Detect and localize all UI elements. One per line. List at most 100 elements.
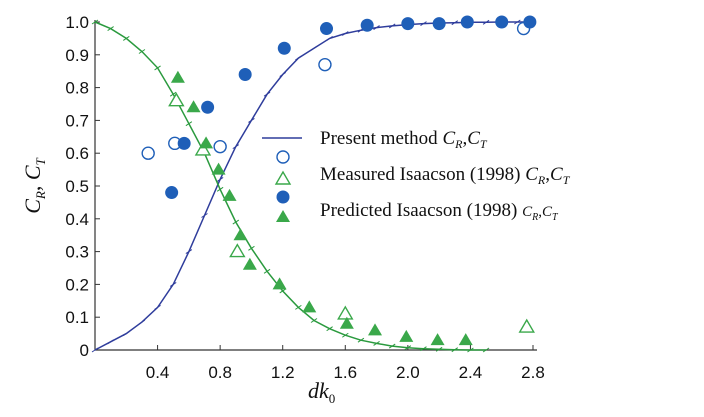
- data-point-filled-circle: [360, 18, 374, 32]
- data-point-filled-triangle: [211, 162, 226, 175]
- legend-var-sub: T: [480, 137, 488, 151]
- line-point-marker: [263, 91, 271, 97]
- y-tick-label: 0.3: [65, 243, 89, 262]
- data-point-open-circle: [213, 139, 227, 154]
- x-axis-title: dk0: [308, 378, 335, 406]
- line-point-marker: [154, 304, 161, 310]
- x-tick-label: 0.4: [146, 363, 170, 382]
- legend-var-sub: R: [454, 137, 463, 151]
- line-point-marker: [420, 21, 427, 27]
- line-point-marker: [326, 35, 333, 41]
- data-point-open-triangle: [194, 141, 212, 156]
- y-tick-label: 0: [80, 341, 89, 360]
- line-point-marker: [201, 213, 208, 218]
- legend-var-sub: T: [552, 212, 559, 223]
- legend-var: C: [522, 204, 533, 220]
- line-point-marker: [310, 45, 318, 51]
- data-point-filled-triangle: [399, 329, 414, 342]
- data-point-filled-triangle: [233, 228, 248, 241]
- line-point-marker: [295, 304, 302, 310]
- data-point-filled-circle: [320, 22, 334, 36]
- legend-var: C: [467, 128, 480, 149]
- data-point-filled-triangle: [170, 70, 185, 83]
- line-point-marker: [388, 23, 396, 29]
- y-axis-title-ct: C: [20, 165, 45, 180]
- series-present-method-c-t: [91, 19, 490, 353]
- y-tick-label: 0.9: [65, 46, 89, 65]
- line-point-marker: [91, 19, 99, 25]
- x-tick-label: 1.2: [271, 363, 295, 382]
- svg-text:Present method CR,CT: Present method CR,CT: [320, 128, 488, 151]
- y-tick-label: 0.7: [65, 111, 89, 130]
- y-tick-label: 0.5: [65, 177, 89, 196]
- y-tick-label: 0.2: [65, 275, 89, 294]
- x-tick-label: 0.8: [208, 363, 232, 382]
- legend-open-triangle-icon: [274, 170, 292, 185]
- data-point-open-triangle: [337, 305, 354, 320]
- line-point-marker: [248, 245, 255, 251]
- data-point-filled-circle: [165, 186, 179, 200]
- legend-var-sub: R: [531, 212, 538, 223]
- line-point-marker: [138, 49, 146, 54]
- legend-var-sub: R: [537, 173, 546, 187]
- legend-entry-measured: Measured Isaacson (1998) CR,CT: [274, 150, 571, 187]
- line-point-marker: [169, 281, 177, 287]
- legend-var-sep: ,: [545, 164, 550, 185]
- data-point-open-circle: [141, 146, 155, 160]
- data-point-filled-triangle: [302, 300, 317, 313]
- line-point-marker: [138, 319, 146, 325]
- y-axis-title-cr: C: [20, 199, 45, 214]
- line-point-marker: [216, 177, 224, 182]
- data-point-filled-circle: [523, 15, 537, 29]
- legend-var: C: [525, 164, 538, 185]
- legend-var: C: [542, 204, 553, 220]
- line-point-marker: [388, 343, 396, 349]
- data-point-filled-triangle: [458, 333, 473, 346]
- line-point-marker: [107, 339, 114, 345]
- series-measured-isaacson-1998-c-t: [168, 92, 535, 333]
- line-point-marker: [326, 326, 333, 332]
- data-point-filled-triangle: [222, 188, 237, 201]
- line-point-marker: [263, 268, 271, 274]
- x-axis-title-sub: 0: [329, 391, 336, 406]
- data-point-open-triangle: [229, 243, 246, 258]
- legend-var-sep: ,: [462, 128, 467, 149]
- legend-var-sub: T: [563, 173, 571, 187]
- line-point-marker: [342, 31, 349, 36]
- legend-filled-triangle-icon: [276, 210, 290, 222]
- line-point-marker: [482, 19, 490, 25]
- legend-var-sep: ,: [538, 204, 542, 220]
- legend-label-measured: Measured Isaacson (1998): [320, 164, 525, 185]
- series-predicted-isaacson-1998-c-r: [165, 15, 537, 200]
- data-point-filled-triangle: [272, 277, 287, 290]
- line-point-marker: [342, 332, 349, 338]
- svg-text:Measured Isaacson (1998) CR,CT: Measured Isaacson (1998) CR,CT: [320, 164, 571, 187]
- y-axis-title-sep: ,: [20, 180, 45, 191]
- data-point-filled-circle: [401, 17, 415, 31]
- line-point-marker: [154, 65, 161, 71]
- line-point-marker: [404, 345, 412, 351]
- y-axis-title-ct-sub: T: [33, 157, 48, 165]
- x-tick-label: 2.8: [521, 363, 545, 382]
- y-axis-title: CR, CT: [20, 157, 48, 213]
- data-point-filled-circle: [460, 15, 474, 29]
- line-point-marker: [373, 341, 380, 346]
- legend-label-present: Present method: [320, 128, 442, 149]
- line-point-marker: [357, 337, 365, 343]
- data-point-filled-circle: [177, 136, 191, 150]
- line-point-marker: [123, 35, 130, 41]
- data-point-filled-triangle: [368, 323, 383, 336]
- line-point-marker: [216, 186, 224, 192]
- y-tick-label: 0.4: [65, 210, 89, 229]
- line-point-marker: [514, 19, 521, 25]
- data-point-open-triangle: [168, 92, 185, 107]
- legend-label-predicted: Predicted Isaacson (1998): [320, 200, 522, 221]
- x-tick-label: 1.6: [333, 363, 357, 382]
- legend-open-circle-icon: [276, 150, 290, 164]
- series-line: [94, 21, 487, 351]
- y-tick-label: 1.0: [65, 13, 89, 32]
- data-point-filled-circle: [277, 41, 291, 55]
- series-predicted-isaacson-1998-c-t: [170, 70, 473, 346]
- legend-var: C: [550, 164, 563, 185]
